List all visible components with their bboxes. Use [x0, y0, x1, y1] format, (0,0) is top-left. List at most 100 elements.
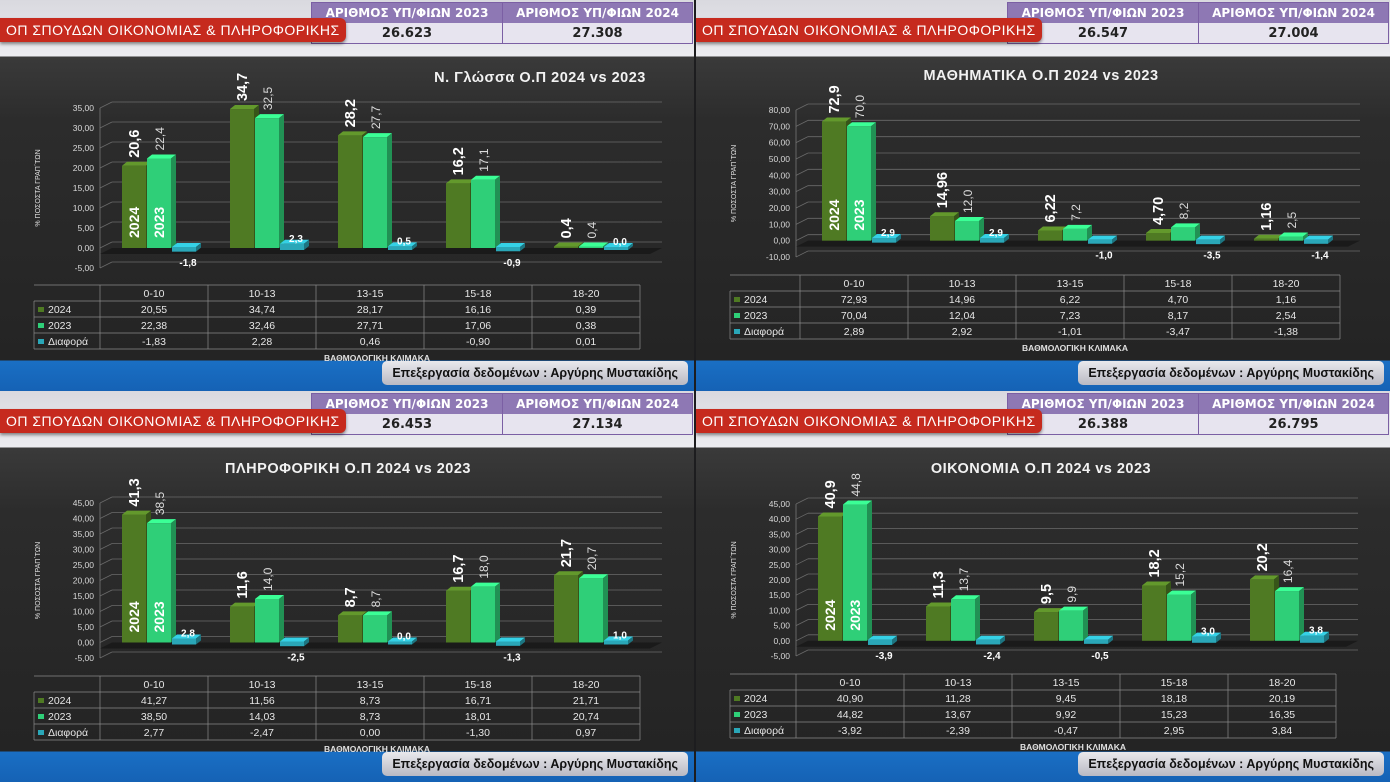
y-tick-label: 20,00	[769, 203, 791, 213]
data-label-2024-0: 20,6	[127, 130, 143, 158]
table-cell: 32,46	[249, 320, 275, 332]
chart-title: Ν. Γλώσσα Ο.Π 2024 vs 2023	[434, 70, 646, 86]
bar-2023-0	[843, 500, 872, 641]
legend-swatch	[38, 307, 44, 312]
candidates-header-2023: ΑΡΙΘΜΟΣ ΥΠ/ΦΙΩΝ 2023	[1008, 394, 1198, 414]
program-label: ΟΠ ΣΠΟΥΔΩΝ ΟΙΚΟΝΟΜΙΑΣ & ΠΛΗΡΟΦΟΡΙΚΗΣ	[0, 18, 346, 42]
grid-depth-line	[99, 161, 113, 169]
grid-depth-line	[99, 221, 113, 229]
data-label-2023-2: 7,2	[1069, 204, 1083, 221]
data-label-diff-4: 1,0	[613, 630, 627, 641]
candidates-header-2024: ΑΡΙΘΜΟΣ ΥΠ/ΦΙΩΝ 2024	[1199, 394, 1388, 414]
data-label-2024-4: 1,16	[1259, 203, 1275, 231]
candidates-2023: 26.623	[381, 26, 433, 41]
candidates-2023: 26.388	[1077, 417, 1129, 432]
x-tick-label: 13-15	[357, 288, 384, 300]
data-label-2023-4: 20,7	[585, 547, 599, 571]
bar-2023-2	[1063, 224, 1092, 241]
table-cell: -2,39	[946, 725, 970, 737]
y-tick-label: -5,00	[75, 263, 95, 273]
legend-entry: Διαφορά	[744, 725, 784, 737]
grid-depth-line	[99, 620, 113, 628]
legend-entry: Διαφορά	[48, 336, 88, 348]
table-cell: 28,17	[357, 304, 383, 316]
bar-diff-2	[388, 637, 417, 645]
bar-diff-3	[496, 243, 525, 252]
grid-depth-line	[795, 119, 809, 127]
bar-diff-3	[496, 637, 525, 646]
data-label-diff-0: 2,9	[881, 228, 895, 239]
credit-label: Επεξεργασία δεδομένων : Αργύρης Μυστακίδ…	[1078, 361, 1384, 385]
chart-panel-3: ΑΡΙΘΜΟΣ ΥΠ/ΦΙΩΝ 2023 ΑΡΙΘΜΟΣ ΥΠ/ΦΙΩΝ 2024…	[0, 391, 694, 782]
candidates-header-2024: ΑΡΙΘΜΟΣ ΥΠ/ΦΙΩΝ 2024	[503, 394, 692, 414]
bar-2024-1	[230, 105, 259, 248]
candidates-2024: 27.004	[1268, 26, 1319, 41]
candidates-header-2024: ΑΡΙΘΜΟΣ ΥΠ/ΦΙΩΝ 2024	[503, 3, 692, 23]
x-tick-label: 10-13	[249, 288, 276, 300]
data-label-2024-4: 20,2	[1255, 543, 1271, 571]
bar-2023-0	[147, 519, 176, 643]
data-label-2024-1: 11,6	[235, 571, 251, 598]
grid-depth-line	[795, 512, 809, 520]
bar-diff-4	[1304, 235, 1333, 244]
grid-depth-line	[795, 543, 809, 550]
x-tick-label: 13-15	[1053, 677, 1080, 689]
y-tick-label: -5,00	[771, 651, 791, 661]
data-label-diff-0: -3,9	[875, 651, 893, 662]
bar-2024-2	[338, 611, 367, 643]
candidates-header-2023: ΑΡΙΘΜΟΣ ΥΠ/ΦΙΩΝ 2023	[1008, 3, 1198, 23]
x-axis-label: ΒΑΘΜΟΛΟΓΙΚΗ ΚΛΙΜΑΚΑ	[324, 744, 430, 754]
table-cell: 2,92	[952, 326, 973, 338]
table-cell: -1,30	[466, 727, 490, 739]
grid-depth-line	[795, 649, 809, 657]
table-cell: 16,71	[465, 695, 491, 707]
x-axis-label: ΒΑΘΜΟΛΟΓΙΚΗ ΚΛΙΜΑΚΑ	[1020, 742, 1126, 752]
bar-2024-1	[230, 602, 259, 643]
table-cell: 11,28	[945, 693, 971, 705]
bar-diff-0	[868, 635, 897, 645]
legend-swatch	[38, 714, 44, 719]
bar-year-label-2024: 2024	[822, 599, 838, 630]
bar-2024-4	[554, 571, 583, 643]
grid-depth-line	[795, 604, 809, 611]
data-label-2024-0: 41,3	[127, 478, 143, 506]
data-label-2023-4: 2,5	[1285, 212, 1299, 229]
y-tick-label: 5,00	[77, 223, 94, 233]
candidates-2023: 26.453	[381, 417, 433, 432]
table-cell: 3,84	[1272, 725, 1293, 737]
candidates-table: ΑΡΙΘΜΟΣ ΥΠ/ΦΙΩΝ 2023 ΑΡΙΘΜΟΣ ΥΠ/ΦΙΩΝ 2024…	[1007, 2, 1389, 44]
legend-swatch	[734, 329, 740, 334]
bar-2023-2	[363, 133, 392, 248]
table-cell: 16,16	[465, 304, 491, 316]
grid-depth-line	[795, 558, 809, 566]
x-tick-label: 10-13	[249, 679, 276, 691]
bar-2024-4	[554, 242, 583, 248]
y-axis-label: % ΠΟΣΟΣΤΑ ΓΡΑΠ΄ΤΩΝ	[731, 541, 738, 618]
candidates-2024: 27.134	[572, 417, 623, 432]
bar-2023-1	[255, 595, 284, 643]
bar-2024-4	[1250, 575, 1279, 641]
x-tick-label: 18-20	[1273, 278, 1300, 290]
data-label-2024-0: 72,9	[827, 85, 843, 113]
chart-svg: ΜΑΘΗΜΑΤΙΚΑ Ο.Π 2024 vs 2023 -10,00 0,00 10,…	[729, 68, 1360, 353]
data-label-2023-1: 12,0	[961, 189, 975, 213]
chart-svg: Ν. Γλώσσα Ο.Π 2024 vs 2023 -5,00 0,00 5,00 1…	[33, 70, 662, 363]
grid-depth-line	[99, 651, 113, 659]
candidates-header-2023: ΑΡΙΘΜΟΣ ΥΠ/ΦΙΩΝ 2023	[312, 394, 502, 414]
legend-swatch	[734, 313, 740, 318]
table-cell: 9,92	[1056, 709, 1077, 721]
table-cell: 34,74	[249, 304, 275, 316]
data-label-diff-4: 0,0	[613, 237, 627, 248]
bar-2023-3	[471, 582, 500, 643]
table-cell: 20,19	[1269, 693, 1295, 705]
data-label-2023-3: 17,1	[477, 148, 491, 172]
grid-depth-line	[99, 496, 113, 504]
table-cell: 8,17	[1168, 310, 1189, 322]
table-cell: -0,90	[466, 336, 490, 348]
table-cell: 38,50	[141, 711, 167, 723]
y-tick-label: 35,00	[769, 529, 791, 539]
data-label-2023-4: 16,4	[1281, 559, 1295, 583]
table-cell: 41,27	[141, 695, 167, 707]
data-label-2023-4: 0,4	[585, 221, 599, 238]
table-cell: 8,73	[360, 695, 381, 707]
